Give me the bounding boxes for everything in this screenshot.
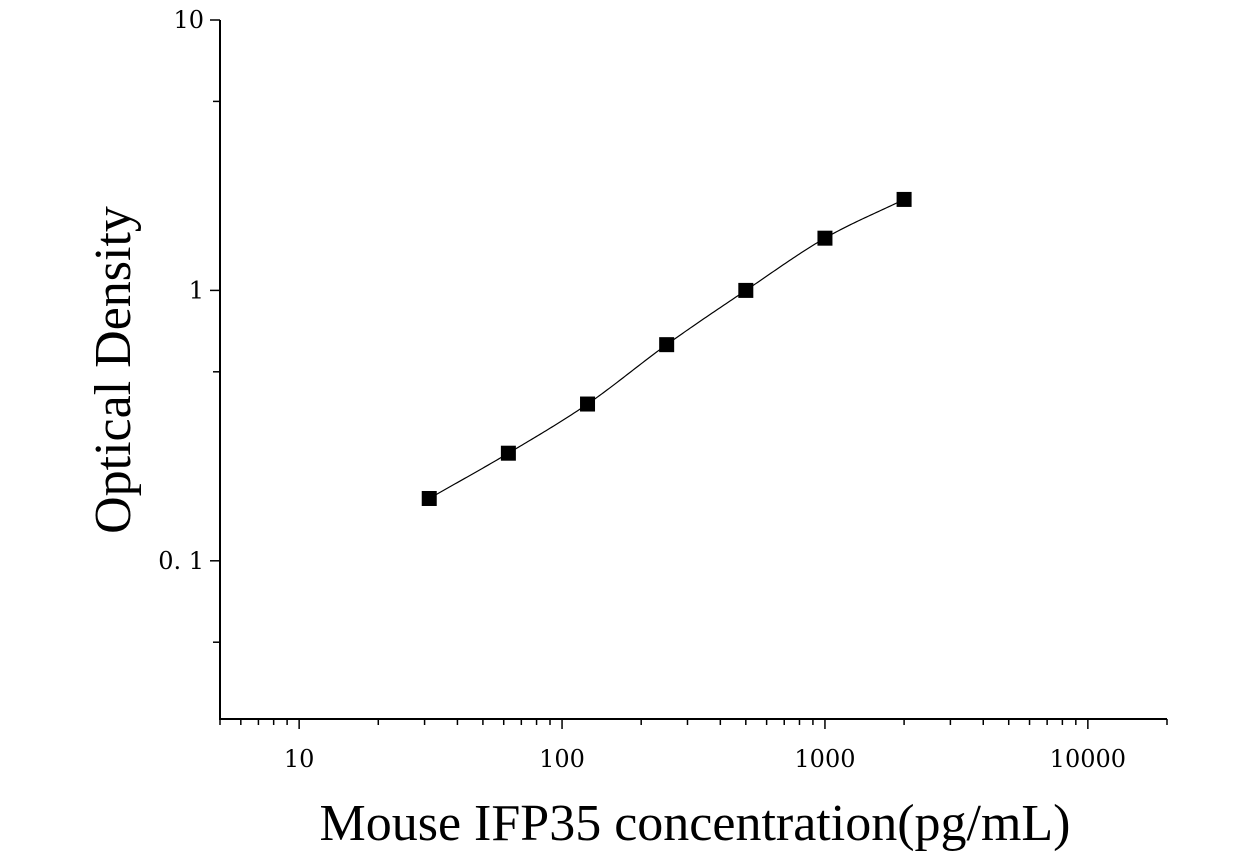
data-point	[500, 445, 516, 461]
x-tick-label: 10000	[1050, 745, 1126, 773]
y-axis-title: Optical Density	[85, 206, 142, 534]
data-point	[421, 490, 437, 506]
x-tick-label: 10	[284, 745, 315, 773]
data-point	[896, 191, 912, 207]
y-tick-label: 0. 1	[158, 547, 204, 575]
x-tick-label: 1000	[794, 745, 855, 773]
x-axis-tick-labels: 10 100 1000 10000	[284, 745, 1126, 773]
data-point	[659, 337, 675, 353]
y-axis-tick-labels: 0. 1 1 10	[158, 6, 204, 575]
x-tick-label: 100	[539, 745, 585, 773]
x-axis-ticks	[219, 719, 1168, 729]
y-tick-label: 10	[173, 6, 204, 34]
data-point	[738, 282, 754, 298]
y-axis-ticks	[210, 19, 220, 643]
y-tick-label: 1	[189, 276, 204, 304]
x-axis-title: Mouse IFP35 concentration(pg/mL)	[320, 795, 1071, 852]
data-point	[580, 396, 596, 412]
data-point	[817, 230, 833, 246]
data-points	[421, 191, 912, 506]
